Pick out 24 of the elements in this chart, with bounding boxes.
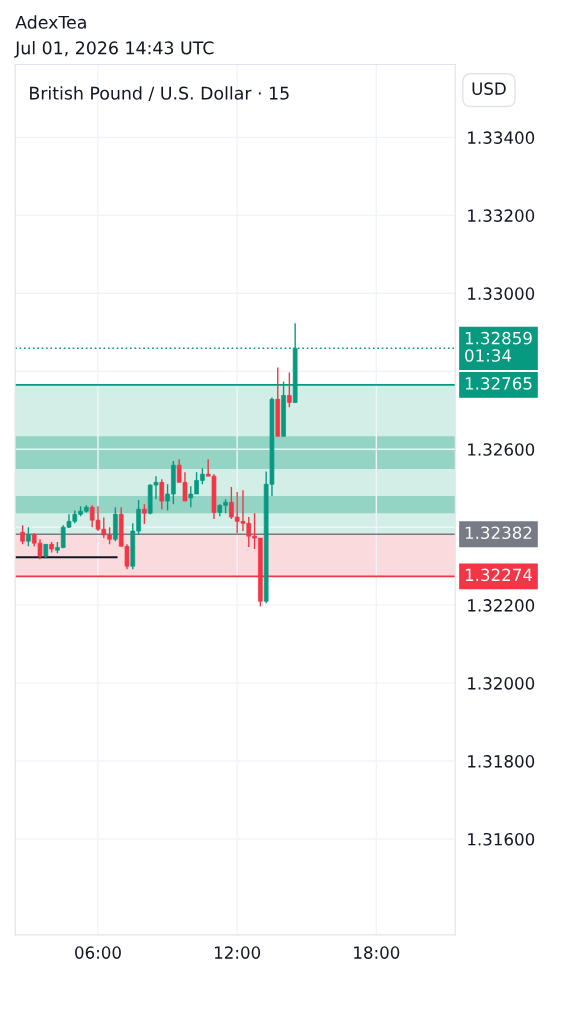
candlestick (159, 478, 165, 510)
candlestick (142, 503, 147, 525)
candlestick (26, 526, 31, 547)
text: British Pound / U.S. Dollar · 15 (30, 86, 289, 102)
y-tick-label: 1.33200 (468, 209, 535, 222)
text: USD (472, 82, 506, 95)
y-tick-label: 1.33400 (468, 131, 535, 144)
x-tick-label: 06:00 (75, 946, 121, 959)
y-tick-label: 1.31800 (468, 755, 535, 768)
y-tick-label: 1.32000 (468, 677, 535, 690)
y-tick-label: 1.31600 (468, 832, 535, 846)
ref-line-label: 1.32382 (465, 526, 532, 540)
y-tick-label: 1.32200 (468, 599, 535, 612)
text: Jul 01, 2026 14:43 UTC (14, 40, 214, 58)
candlestick (20, 524, 25, 546)
text: AdexTea (15, 15, 86, 29)
candlestick (287, 371, 292, 408)
y-tick-label: 1.32600 (468, 443, 535, 456)
x-tick-label: 18:00 (354, 946, 400, 959)
x-tick-label: 12:00 (214, 946, 261, 959)
ref-line-label: 1.32765 (465, 377, 532, 390)
ref-line-label: 1.32274 (465, 568, 533, 582)
ref-line-label: 1.32859 01:34 (465, 331, 532, 362)
y-tick-label: 1.33000 (468, 287, 535, 300)
